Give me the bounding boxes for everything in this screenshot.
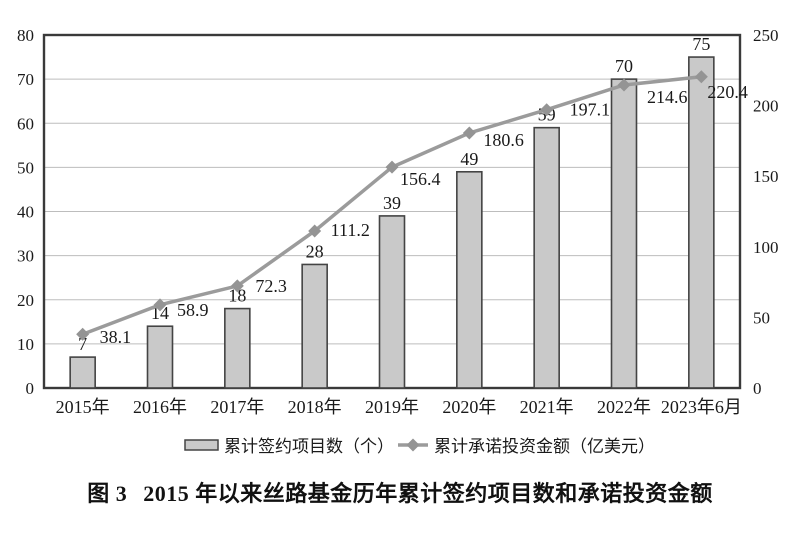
y-axis-tick-label-right: 100 [753, 238, 779, 257]
legend-line-label: 累计承诺投资金额（亿美元） [434, 437, 655, 456]
y-axis-tick-label-left: 40 [17, 203, 34, 222]
bar-value-label: 70 [615, 56, 633, 76]
bar [301, 263, 328, 389]
y-axis-tick-label-right: 0 [753, 379, 762, 398]
y-axis-tick-label-right: 250 [753, 26, 779, 45]
line-value-label: 111.2 [331, 220, 370, 240]
y-axis-tick-label-right: 150 [753, 167, 779, 186]
bar [224, 307, 251, 389]
line-marker [230, 279, 244, 293]
bar-value-label: 39 [383, 193, 401, 213]
line-marker [617, 78, 631, 92]
y-axis-tick-label-left: 70 [17, 70, 34, 89]
y-axis-tick-label-left: 20 [17, 291, 34, 310]
x-axis-label: 2022年 [597, 397, 651, 417]
legend-bar-swatch [184, 439, 219, 451]
y-axis-tick-label-left: 0 [26, 379, 35, 398]
y-axis-tick-label-left: 30 [17, 247, 34, 266]
line-marker [153, 298, 167, 312]
x-axis-label: 2018年 [288, 397, 342, 417]
x-axis-label: 2021年 [520, 397, 574, 417]
y-axis-tick-label-right: 200 [753, 97, 779, 116]
y-axis-tick-label-left: 50 [17, 158, 34, 177]
y-axis-tick-label-left: 10 [17, 335, 34, 354]
chart: 0 10 20 30 40 50 60 70 80 0 50 100 150 200 250 2015年 201… [17, 26, 779, 456]
bar [456, 170, 483, 389]
line-marker [308, 224, 322, 238]
line-value-label: 214.6 [647, 87, 688, 107]
line-value-label: 72.3 [255, 276, 286, 296]
line-marker [462, 126, 476, 140]
bar [533, 126, 560, 389]
x-axis-label: 2020年 [442, 397, 496, 417]
legend-bar-label: 累计签约项目数（个） [224, 437, 394, 456]
x-axis-label: 2019年 [365, 397, 419, 417]
line-value-label: 58.9 [177, 300, 209, 320]
legend-line-marker [406, 438, 420, 452]
line-value-label: 197.1 [570, 100, 611, 120]
bar-value-label: 18 [228, 286, 246, 306]
bar [688, 56, 715, 389]
figure-title: 2015 年以来丝路基金历年累计签约项目数和承诺投资金额 [143, 481, 713, 506]
y-axis-tick-label-left: 60 [17, 114, 34, 133]
line-marker [76, 327, 90, 341]
bar-value-label: 49 [460, 149, 478, 169]
bar-value-label: 75 [692, 34, 710, 54]
bar-value-label: 28 [306, 241, 324, 261]
figure-number: 图 3 [87, 481, 128, 506]
line-value-label: 180.6 [483, 130, 524, 150]
y-axis-tick-label-right: 50 [753, 308, 770, 327]
x-axis-label: 2023年6月 [661, 397, 742, 417]
bar [146, 325, 174, 389]
x-axis-label: 2015年 [56, 397, 110, 417]
x-axis-label: 2016年 [133, 397, 187, 417]
figure-caption: 图 3 2015 年以来丝路基金历年累计签约项目数和承诺投资金额 [0, 476, 800, 508]
bar [610, 78, 638, 389]
bar-value-label: 7 [78, 334, 87, 354]
bar [378, 215, 406, 389]
line-value-label: 38.1 [100, 327, 131, 347]
x-axis-label: 2017年 [210, 397, 264, 417]
bar [69, 356, 96, 389]
y-axis-tick-label-left: 80 [17, 26, 34, 45]
line-marker [385, 160, 399, 174]
line-value-label: 220.4 [707, 82, 748, 102]
line-value-label: 156.4 [400, 169, 441, 189]
line-marker [540, 103, 554, 117]
line-marker [694, 70, 708, 84]
